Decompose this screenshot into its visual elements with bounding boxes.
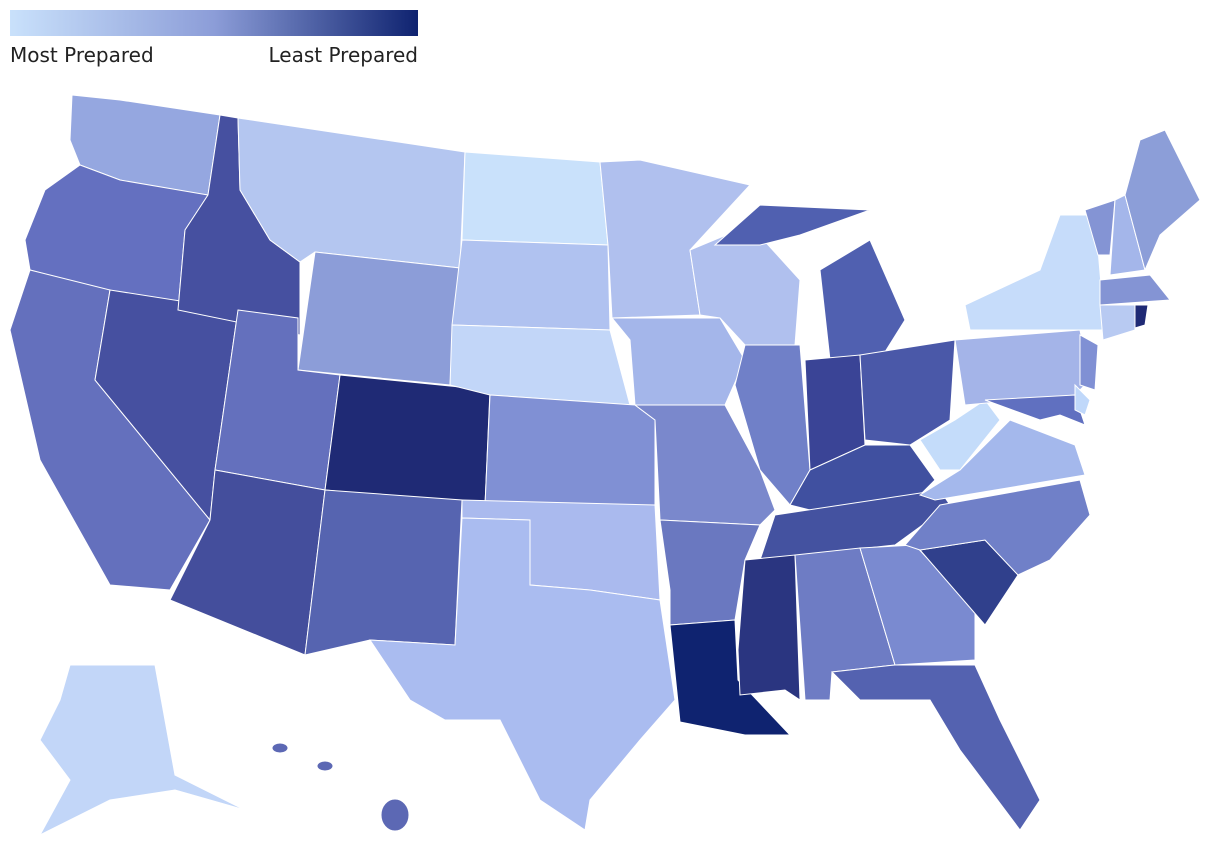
state [1099,274,1171,306]
legend-high-label: Least Prepared [268,43,418,67]
state [38,664,246,837]
state [830,664,1041,831]
state [304,489,463,656]
state [369,517,676,831]
state [737,554,801,701]
state [1079,334,1099,391]
state [1134,304,1149,329]
legend-low-label: Most Prepared [10,43,154,67]
state [713,204,871,246]
state [1074,383,1091,416]
state [610,317,746,406]
state [904,479,1091,576]
state [271,742,289,754]
state [984,394,1086,426]
state [461,151,609,246]
state [297,251,461,386]
state [316,760,334,772]
state [633,404,776,526]
state [919,399,1001,471]
state [1099,304,1136,341]
state [169,469,326,656]
state [954,329,1091,406]
legend-gradient [10,10,418,36]
state [819,239,906,361]
state [964,214,1106,331]
state [484,394,656,506]
state [451,239,611,331]
state [1084,199,1116,256]
state [669,619,792,736]
state [380,798,410,832]
state [1124,129,1201,272]
state [859,339,956,446]
state [324,374,491,506]
states [9,94,1201,837]
